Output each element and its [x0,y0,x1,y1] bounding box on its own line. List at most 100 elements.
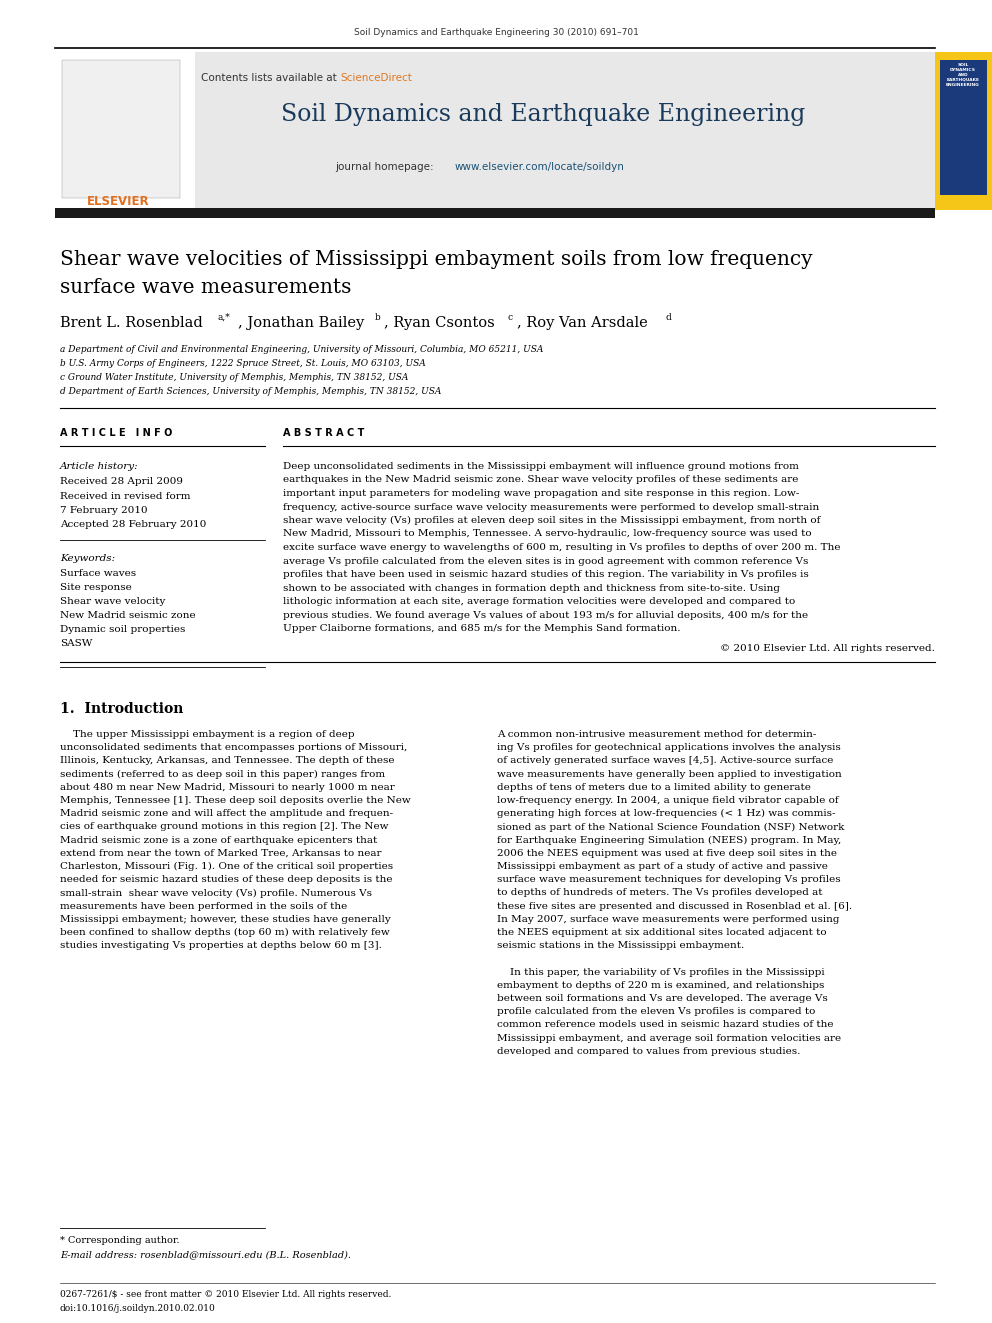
Text: shown to be associated with changes in formation depth and thickness from site-t: shown to be associated with changes in f… [283,583,780,593]
Text: small-strain  shear wave velocity (Vs) profile. Numerous Vs: small-strain shear wave velocity (Vs) pr… [60,889,372,897]
Text: Mississippi embayment as part of a study of active and passive: Mississippi embayment as part of a study… [497,863,828,871]
Text: Soil Dynamics and Earthquake Engineering: Soil Dynamics and Earthquake Engineering [281,103,806,126]
Text: studies investigating Vs properties at depths below 60 m [3].: studies investigating Vs properties at d… [60,941,382,950]
Text: , Roy Van Arsdale: , Roy Van Arsdale [517,316,648,329]
Text: doi:10.1016/j.soildyn.2010.02.010: doi:10.1016/j.soildyn.2010.02.010 [60,1304,215,1312]
Text: needed for seismic hazard studies of these deep deposits is the: needed for seismic hazard studies of the… [60,876,393,884]
Text: Mississippi embayment, and average soil formation velocities are: Mississippi embayment, and average soil … [497,1033,841,1043]
Text: Brent L. Rosenblad: Brent L. Rosenblad [60,316,202,329]
Text: Madrid seismic zone and will affect the amplitude and frequen-: Madrid seismic zone and will affect the … [60,810,393,818]
Text: A R T I C L E   I N F O: A R T I C L E I N F O [60,429,173,438]
Text: Soil Dynamics and Earthquake Engineering 30 (2010) 691–701: Soil Dynamics and Earthquake Engineering… [353,28,639,37]
Text: shear wave velocity (Vs) profiles at eleven deep soil sites in the Mississippi e: shear wave velocity (Vs) profiles at ele… [283,516,820,525]
Text: seismic stations in the Mississippi embayment.: seismic stations in the Mississippi emba… [497,941,744,950]
Text: low-frequency energy. In 2004, a unique field vibrator capable of: low-frequency energy. In 2004, a unique … [497,796,838,804]
Text: 1.  Introduction: 1. Introduction [60,703,184,716]
Text: Shear wave velocities of Mississippi embayment soils from low frequency: Shear wave velocities of Mississippi emb… [60,250,812,269]
Bar [55,52,935,210]
Text: 7 February 2010: 7 February 2010 [60,505,148,515]
Text: In this paper, the variability of Vs profiles in the Mississippi: In this paper, the variability of Vs pro… [497,967,824,976]
Text: Madrid seismic zone is a zone of earthquake epicenters that: Madrid seismic zone is a zone of earthqu… [60,836,377,844]
Text: Contents lists available at: Contents lists available at [201,73,340,83]
Text: 2006 the NEES equipment was used at five deep soil sites in the: 2006 the NEES equipment was used at five… [497,849,837,857]
Text: 0267-7261/$ - see front matter © 2010 Elsevier Ltd. All rights reserved.: 0267-7261/$ - see front matter © 2010 El… [60,1290,392,1299]
Text: www.elsevier.com/locate/soildyn: www.elsevier.com/locate/soildyn [455,161,625,172]
Text: to depths of hundreds of meters. The Vs profiles developed at: to depths of hundreds of meters. The Vs … [497,889,822,897]
Text: these five sites are presented and discussed in Rosenblad et al. [6].: these five sites are presented and discu… [497,901,852,910]
Text: a Department of Civil and Environmental Engineering, University of Missouri, Col: a Department of Civil and Environmental … [60,345,544,355]
Text: lithologic information at each site, average formation velocities were developed: lithologic information at each site, ave… [283,597,796,606]
Text: sioned as part of the National Science Foundation (NSF) Network: sioned as part of the National Science F… [497,823,844,832]
Text: Surface waves: Surface waves [60,569,136,578]
Text: The upper Mississippi embayment is a region of deep: The upper Mississippi embayment is a reg… [60,730,354,740]
Text: c: c [508,314,513,321]
Text: b: b [375,314,381,321]
Text: depths of tens of meters due to a limited ability to generate: depths of tens of meters due to a limite… [497,783,810,791]
Text: Received in revised form: Received in revised form [60,492,190,501]
Text: b U.S. Army Corps of Engineers, 1222 Spruce Street, St. Louis, MO 63103, USA: b U.S. Army Corps of Engineers, 1222 Spr… [60,359,426,368]
Text: Deep unconsolidated sediments in the Mississippi embayment will influence ground: Deep unconsolidated sediments in the Mis… [283,462,799,471]
Text: unconsolidated sediments that encompasses portions of Missouri,: unconsolidated sediments that encompasse… [60,744,408,753]
Text: profile calculated from the eleven Vs profiles is compared to: profile calculated from the eleven Vs pr… [497,1007,815,1016]
Bar [940,60,987,194]
Text: d Department of Earth Sciences, University of Memphis, Memphis, TN 38152, USA: d Department of Earth Sciences, Universi… [60,388,441,396]
Text: of actively generated surface waves [4,5]. Active-source surface: of actively generated surface waves [4,5… [497,757,833,766]
Text: surface wave measurement techniques for developing Vs profiles: surface wave measurement techniques for … [497,876,840,884]
Text: Memphis, Tennessee [1]. These deep soil deposits overlie the New: Memphis, Tennessee [1]. These deep soil … [60,796,411,804]
Text: Accepted 28 February 2010: Accepted 28 February 2010 [60,520,206,529]
Text: embayment to depths of 220 m is examined, and relationships: embayment to depths of 220 m is examined… [497,980,824,990]
Text: average Vs profile calculated from the eleven sites is in good agreement with co: average Vs profile calculated from the e… [283,557,808,565]
Text: Keywords:: Keywords: [60,554,115,564]
Text: extend from near the town of Marked Tree, Arkansas to near: extend from near the town of Marked Tree… [60,849,382,857]
Text: previous studies. We found average Vs values of about 193 m/s for alluvial depos: previous studies. We found average Vs va… [283,610,808,619]
Text: a,*: a,* [218,314,231,321]
Text: journal homepage:: journal homepage: [335,161,436,172]
Text: profiles that have been used in seismic hazard studies of this region. The varia: profiles that have been used in seismic … [283,570,808,579]
Text: been confined to shallow depths (top 60 m) with relatively few: been confined to shallow depths (top 60 … [60,927,390,937]
Text: , Ryan Csontos: , Ryan Csontos [384,316,495,329]
Text: the NEES equipment at six additional sites located adjacent to: the NEES equipment at six additional sit… [497,927,826,937]
Text: Dynamic soil properties: Dynamic soil properties [60,624,186,634]
Text: about 480 m near New Madrid, Missouri to nearly 1000 m near: about 480 m near New Madrid, Missouri to… [60,783,395,791]
Text: E-mail address: rosenblad@missouri.edu (B.L. Rosenblad).: E-mail address: rosenblad@missouri.edu (… [60,1250,351,1259]
Text: Site response: Site response [60,583,132,591]
Text: common reference models used in seismic hazard studies of the: common reference models used in seismic … [497,1020,833,1029]
Text: New Madrid seismic zone: New Madrid seismic zone [60,611,195,620]
Text: between soil formations and Vs are developed. The average Vs: between soil formations and Vs are devel… [497,994,827,1003]
Text: Article history:: Article history: [60,462,139,471]
Bar [55,52,195,210]
Bar [55,208,935,218]
Text: * Corresponding author.: * Corresponding author. [60,1236,180,1245]
Text: wave measurements have generally been applied to investigation: wave measurements have generally been ap… [497,770,842,779]
Text: Illinois, Kentucky, Arkansas, and Tennessee. The depth of these: Illinois, Kentucky, Arkansas, and Tennes… [60,757,395,766]
Text: SOIL
DYNAMICS
AND
EARTHQUAKE
ENGINEERING: SOIL DYNAMICS AND EARTHQUAKE ENGINEERING [946,64,980,86]
Bar [62,60,180,198]
Bar [935,52,992,210]
Text: sediments (referred to as deep soil in this paper) ranges from: sediments (referred to as deep soil in t… [60,770,385,779]
Text: for Earthquake Engineering Simulation (NEES) program. In May,: for Earthquake Engineering Simulation (N… [497,836,841,844]
Text: ELSEVIER: ELSEVIER [86,194,150,208]
Text: A B S T R A C T: A B S T R A C T [283,429,364,438]
Text: cies of earthquake ground motions in this region [2]. The New: cies of earthquake ground motions in thi… [60,823,389,831]
Text: ing Vs profiles for geotechnical applications involves the analysis: ing Vs profiles for geotechnical applica… [497,744,841,753]
Text: New Madrid, Missouri to Memphis, Tennessee. A servo-hydraulic, low-frequency sou: New Madrid, Missouri to Memphis, Tenness… [283,529,811,538]
Text: © 2010 Elsevier Ltd. All rights reserved.: © 2010 Elsevier Ltd. All rights reserved… [720,644,935,654]
Text: Received 28 April 2009: Received 28 April 2009 [60,478,183,486]
Text: In May 2007, surface wave measurements were performed using: In May 2007, surface wave measurements w… [497,914,839,923]
Text: surface wave measurements: surface wave measurements [60,278,351,296]
Text: generating high forces at low-frequencies (< 1 Hz) was commis-: generating high forces at low-frequencie… [497,810,835,819]
Text: frequency, active-source surface wave velocity measurements were performed to de: frequency, active-source surface wave ve… [283,503,819,512]
Text: excite surface wave energy to wavelengths of 600 m, resulting in Vs profiles to : excite surface wave energy to wavelength… [283,542,840,552]
Text: important input parameters for modeling wave propagation and site response in th: important input parameters for modeling … [283,490,800,497]
Text: A common non-intrusive measurement method for determin-: A common non-intrusive measurement metho… [497,730,816,740]
Text: c Ground Water Institute, University of Memphis, Memphis, TN 38152, USA: c Ground Water Institute, University of … [60,373,409,382]
Text: Charleston, Missouri (Fig. 1). One of the critical soil properties: Charleston, Missouri (Fig. 1). One of th… [60,863,393,871]
Text: ScienceDirect: ScienceDirect [340,73,412,83]
Text: Upper Claiborne formations, and 685 m/s for the Memphis Sand formation.: Upper Claiborne formations, and 685 m/s … [283,624,681,632]
Text: measurements have been performed in the soils of the: measurements have been performed in the … [60,901,347,910]
Text: SASW: SASW [60,639,92,648]
Text: , Jonathan Bailey: , Jonathan Bailey [238,316,364,329]
Text: Shear wave velocity: Shear wave velocity [60,597,166,606]
Text: earthquakes in the New Madrid seismic zone. Shear wave velocity profiles of thes: earthquakes in the New Madrid seismic zo… [283,475,799,484]
Text: Mississippi embayment; however, these studies have generally: Mississippi embayment; however, these st… [60,914,391,923]
